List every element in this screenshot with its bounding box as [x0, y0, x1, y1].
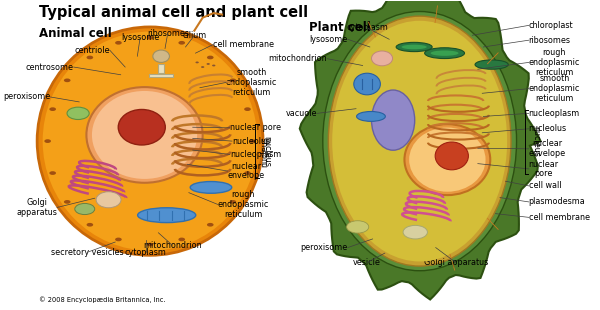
Text: chloroplast: chloroplast [529, 21, 574, 30]
Circle shape [244, 171, 251, 175]
Text: nuclear
envelope: nuclear envelope [529, 140, 566, 158]
Text: cytoplasm: cytoplasm [346, 23, 388, 32]
Circle shape [49, 107, 56, 111]
Text: mitochondrion: mitochondrion [269, 54, 327, 63]
Ellipse shape [431, 51, 458, 56]
Ellipse shape [328, 16, 511, 266]
Circle shape [196, 61, 199, 63]
Circle shape [147, 243, 154, 246]
Text: Golgi
apparatus: Golgi apparatus [16, 198, 57, 217]
Polygon shape [300, 0, 541, 299]
Ellipse shape [37, 27, 263, 255]
Circle shape [75, 203, 95, 215]
Text: centriole: centriole [74, 46, 110, 55]
Text: cell wall: cell wall [529, 181, 561, 190]
Text: nucleolus: nucleolus [529, 124, 567, 133]
Circle shape [178, 41, 185, 45]
Text: cytoplasm: cytoplasm [125, 248, 167, 257]
Text: peroxisome: peroxisome [3, 92, 50, 101]
Text: ribosomes: ribosomes [147, 29, 189, 38]
Ellipse shape [475, 60, 508, 69]
Text: nuclear
envelope: nuclear envelope [227, 162, 265, 180]
Ellipse shape [323, 11, 517, 271]
Text: lysosome: lysosome [310, 35, 348, 44]
FancyBboxPatch shape [158, 64, 164, 73]
Ellipse shape [153, 50, 169, 62]
Text: Plant cell: Plant cell [309, 21, 371, 34]
Ellipse shape [96, 192, 121, 208]
Text: peroxisome: peroxisome [301, 243, 348, 252]
Ellipse shape [118, 109, 165, 145]
Text: nuclear pore: nuclear pore [230, 123, 281, 132]
Circle shape [207, 223, 214, 227]
Circle shape [207, 55, 214, 59]
Text: nucleus: nucleus [260, 136, 269, 167]
Circle shape [49, 171, 56, 175]
Ellipse shape [190, 182, 232, 193]
Text: Animal cell: Animal cell [40, 27, 112, 40]
Ellipse shape [396, 42, 432, 52]
Text: nucleoplasm: nucleoplasm [230, 150, 281, 159]
Ellipse shape [354, 73, 380, 95]
Ellipse shape [86, 87, 203, 183]
Circle shape [403, 225, 427, 239]
Ellipse shape [404, 124, 490, 195]
Text: plasmodesma: plasmodesma [529, 197, 586, 206]
Text: vacuole: vacuole [286, 109, 317, 118]
Text: secretory vesicles: secretory vesicles [51, 248, 124, 257]
Ellipse shape [425, 48, 464, 59]
Circle shape [64, 78, 71, 82]
Circle shape [115, 237, 122, 241]
Ellipse shape [401, 45, 427, 49]
Text: centrosome: centrosome [26, 63, 74, 72]
Circle shape [230, 78, 236, 82]
Circle shape [178, 237, 185, 241]
Circle shape [201, 66, 205, 68]
Circle shape [230, 200, 236, 204]
Text: © 2008 Encyclopædia Britannica, Inc.: © 2008 Encyclopædia Britannica, Inc. [40, 296, 166, 303]
Ellipse shape [356, 112, 385, 121]
Circle shape [347, 221, 369, 233]
Ellipse shape [409, 127, 485, 192]
Circle shape [206, 63, 210, 65]
Ellipse shape [371, 51, 392, 66]
Text: nucleolus: nucleolus [232, 137, 270, 146]
Text: nucleus: nucleus [262, 136, 271, 166]
Text: ribosomes: ribosomes [529, 36, 571, 45]
Circle shape [86, 55, 93, 59]
Text: smooth
endoplasmic
reticulum: smooth endoplasmic reticulum [226, 68, 277, 97]
Text: cell membrane: cell membrane [529, 213, 590, 222]
Circle shape [86, 223, 93, 227]
Text: smooth
endoplasmic
reticulum: smooth endoplasmic reticulum [529, 74, 580, 103]
Text: vesicle: vesicle [353, 258, 381, 267]
Circle shape [249, 139, 256, 143]
Text: nucleus: nucleus [532, 126, 541, 157]
Text: rough
endoplasmic
reticulum: rough endoplasmic reticulum [529, 48, 580, 77]
Text: nucleoplasm: nucleoplasm [529, 109, 580, 118]
Circle shape [67, 107, 89, 120]
Ellipse shape [332, 21, 507, 261]
Text: mitochondrion: mitochondrion [143, 241, 202, 250]
Circle shape [212, 64, 215, 66]
Ellipse shape [43, 32, 257, 251]
Text: lysosome: lysosome [121, 33, 159, 42]
Text: Typical animal cell and plant cell: Typical animal cell and plant cell [40, 5, 308, 20]
Text: nuclear
pore: nuclear pore [529, 160, 559, 178]
Circle shape [64, 200, 71, 204]
Circle shape [115, 41, 122, 45]
FancyBboxPatch shape [149, 73, 173, 77]
Circle shape [147, 36, 154, 40]
Circle shape [44, 139, 51, 143]
Text: Golgi apparatus: Golgi apparatus [424, 258, 488, 267]
Circle shape [244, 107, 251, 111]
Ellipse shape [435, 142, 469, 170]
Text: cell membrane: cell membrane [213, 40, 274, 49]
Text: rough
endoplasmic
reticulum: rough endoplasmic reticulum [218, 190, 269, 219]
Text: cilium: cilium [182, 31, 206, 40]
Ellipse shape [137, 208, 196, 223]
Ellipse shape [371, 90, 415, 150]
Ellipse shape [92, 91, 197, 179]
